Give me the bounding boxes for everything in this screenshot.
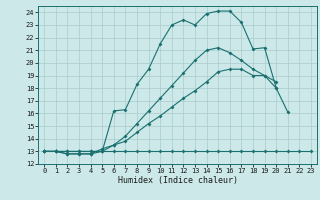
X-axis label: Humidex (Indice chaleur): Humidex (Indice chaleur) <box>118 176 238 185</box>
